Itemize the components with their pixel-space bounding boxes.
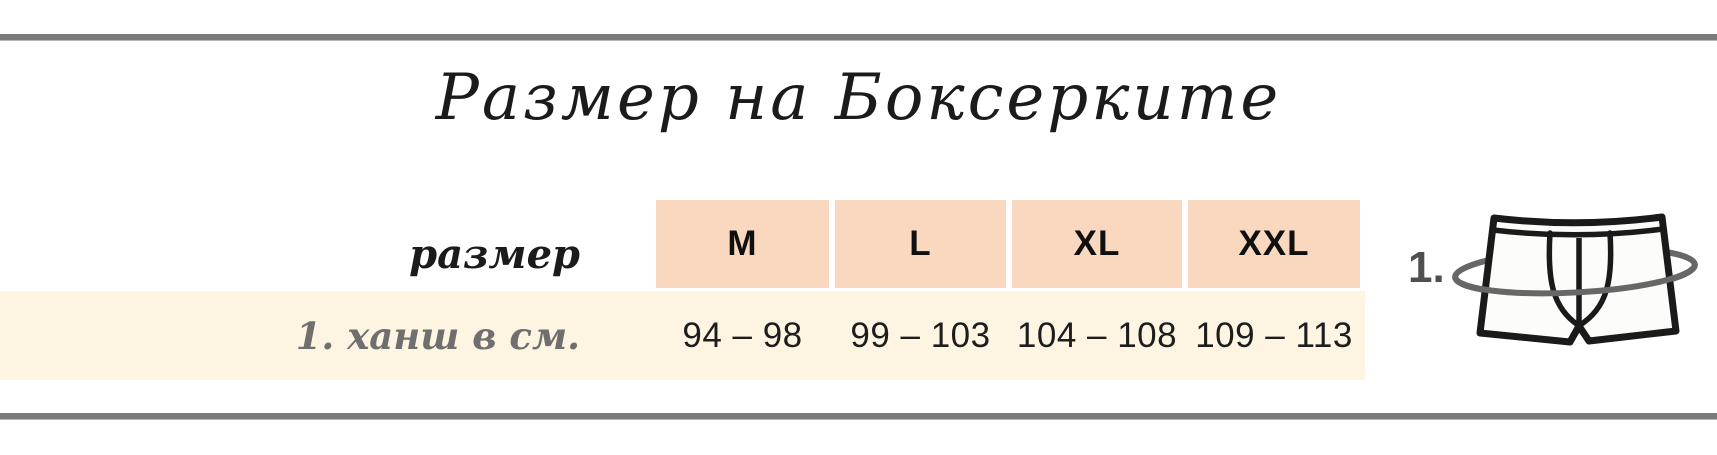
measurement-row bbox=[0, 291, 1365, 380]
page-title: Размер на Боксерките bbox=[435, 61, 1282, 135]
column-header-xl: XL bbox=[1012, 200, 1182, 288]
waistband-seam bbox=[1492, 226, 1664, 238]
column-header-m: M bbox=[656, 200, 829, 288]
column-header-xxl: XXL bbox=[1188, 200, 1360, 288]
size-value-xxl: 109 – 113 bbox=[1195, 315, 1353, 355]
hip-measure-front-arc bbox=[1452, 261, 1698, 297]
corner-label-size: размер bbox=[409, 230, 580, 278]
top-divider bbox=[0, 34, 1717, 41]
row-label-hips: 1. ханш в см. bbox=[295, 313, 580, 358]
boxer-briefs-hip-measure-icon bbox=[1452, 213, 1698, 346]
size-value-xl: 104 – 108 bbox=[1016, 315, 1178, 355]
bottom-divider bbox=[0, 413, 1717, 420]
size-value-m: 94 – 98 bbox=[682, 315, 803, 355]
column-header-l: L bbox=[835, 200, 1006, 288]
size-value-l: 99 – 103 bbox=[850, 315, 991, 355]
measure-number-label: 1. bbox=[1408, 243, 1445, 292]
